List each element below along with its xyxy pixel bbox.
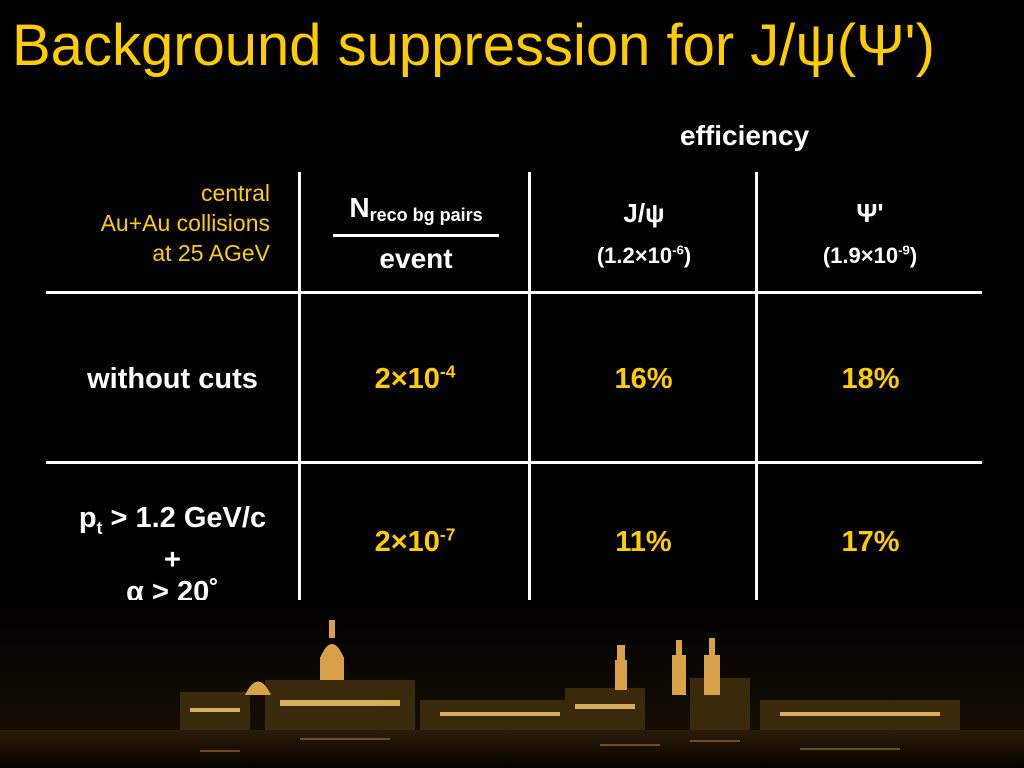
pt-cut: pt > 1.2 GeV/c (78, 502, 267, 538)
jpsi-header: J/ψ (1.2×10-6) (534, 198, 754, 269)
row-label-without-cuts: without cuts (87, 363, 258, 395)
bg-value-with-cuts: 2×10-7 (374, 524, 456, 558)
efficiency-label: efficiency (680, 120, 810, 151)
jpsi-eff-without-cuts: 16% (614, 363, 673, 395)
condition-line-2: Au+Au collisions (100, 210, 270, 236)
ratio-numerator: Nreco bg pairs (349, 192, 483, 225)
slide-title: Background suppression for J/ψ(Ψ') (12, 13, 935, 78)
plus-sign: + (164, 543, 181, 576)
psiprime-symbol: Ψ' (856, 198, 884, 228)
psiprime-eff-with-cuts: 17% (841, 526, 900, 558)
condition-line-1: central (200, 180, 270, 206)
column-divider-1 (298, 172, 301, 614)
fraction-bar (333, 234, 499, 237)
column-divider-2 (528, 172, 531, 614)
psiprime-header: Ψ' (1.9×10-9) (760, 198, 980, 269)
ratio-denominator: event (379, 243, 453, 274)
psiprime-branching: (1.9×10-9) (822, 242, 918, 268)
condition-line-3: at 25 AGeV (152, 240, 270, 266)
bg-value-without-cuts: 2×10-4 (374, 361, 456, 395)
jpsi-eff-with-cuts: 11% (615, 526, 672, 558)
bg-pairs-per-event-header: Nreco bg pairs event (326, 192, 506, 275)
collision-conditions: central Au+Au collisions at 25 AGeV (40, 178, 270, 268)
column-divider-3 (755, 172, 758, 614)
psiprime-eff-without-cuts: 18% (841, 363, 900, 395)
jpsi-branching: (1.2×10-6) (596, 242, 692, 268)
table-divider-1 (46, 291, 982, 294)
jpsi-symbol: J/ψ (623, 198, 665, 228)
row-label-with-cuts: pt > 1.2 GeV/c + α > 20˚ (50, 502, 295, 608)
city-skyline-image (0, 600, 1024, 768)
table-divider-2 (46, 461, 982, 464)
